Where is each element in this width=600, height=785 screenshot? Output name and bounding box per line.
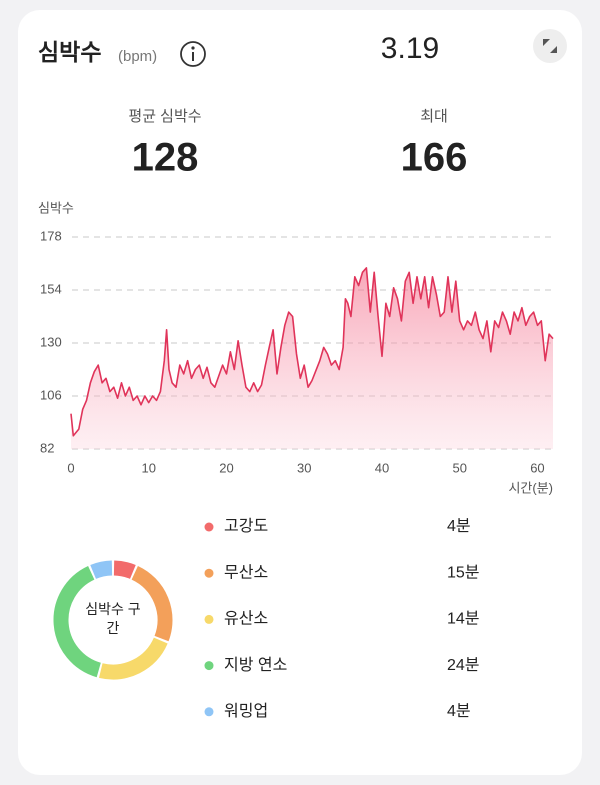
stat-value: 166 (401, 136, 468, 180)
donut-segment (90, 560, 113, 579)
x-tick-label: 40 (375, 460, 389, 475)
x-tick-label: 50 (452, 460, 466, 475)
donut-segment (99, 637, 168, 680)
legend-value: 24분 (447, 657, 480, 674)
legend-value: 4분 (447, 703, 471, 720)
title: 심박수 (38, 39, 101, 65)
legend-label: 워밍업 (224, 702, 268, 720)
stat-label: 평균 심박수 (128, 108, 201, 125)
x-tick-label: 0 (67, 460, 74, 475)
y-axis-label: 심박수 (38, 200, 74, 215)
legend-label: 무산소 (224, 563, 268, 581)
y-tick-label: 82 (40, 440, 54, 455)
y-tick-label: 178 (40, 228, 62, 243)
legend-value: 4분 (447, 518, 471, 535)
donut-segment (53, 565, 102, 678)
legend-value: 14분 (447, 611, 480, 628)
unit: (bpm) (118, 48, 157, 65)
legend-label: 고강도 (224, 517, 268, 535)
y-tick-label: 106 (40, 387, 62, 402)
x-tick-label: 30 (297, 460, 311, 475)
legend-dot (204, 522, 214, 532)
x-axis-label: 시간(분) (508, 480, 553, 495)
legend-dot (204, 707, 214, 717)
donut-segment (131, 565, 173, 642)
legend-label: 유산소 (224, 610, 268, 628)
line (70, 267, 554, 437)
donut-title: 심박수 구간 (85, 601, 141, 636)
legend-dot (204, 661, 214, 671)
stat-label: 최대 (420, 108, 448, 125)
legend-label: 지방 연소 (224, 656, 287, 674)
y-tick-label: 130 (40, 334, 62, 349)
legend-dot (204, 614, 214, 624)
y-tick-label: 154 (40, 281, 62, 296)
donut-segment (113, 560, 136, 579)
date: 3.19 (381, 32, 439, 65)
stat-value: 128 (132, 136, 199, 180)
legend-value: 15분 (447, 564, 480, 581)
expand-button[interactable] (533, 29, 567, 63)
info-icon[interactable] (180, 41, 206, 67)
x-tick-label: 20 (219, 460, 233, 475)
x-tick-label: 10 (142, 460, 156, 475)
x-tick-label: 60 (530, 460, 544, 475)
legend-dot (204, 568, 214, 578)
area-fill (71, 267, 553, 449)
